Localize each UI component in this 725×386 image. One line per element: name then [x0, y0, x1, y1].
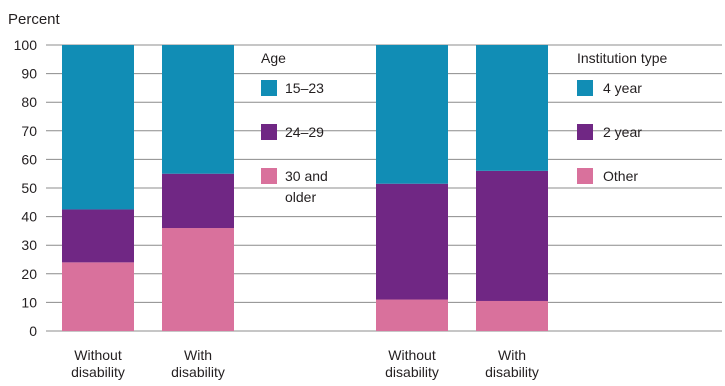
legends: Age 15–23 24–29 30 and older Institution type…: [261, 50, 667, 205]
category-label: With: [498, 347, 526, 363]
bar-segment-4-year: [476, 45, 548, 171]
bar-segment-30-and-older: [162, 228, 234, 331]
legend-label: 30 and: [285, 168, 328, 184]
y-tick-label: 90: [21, 66, 37, 82]
y-tick-label: 50: [21, 180, 37, 196]
category-label: disability: [171, 364, 225, 380]
y-tick-label: 0: [29, 323, 37, 339]
y-tick-label: 100: [14, 37, 38, 53]
legend-label: 15–23: [285, 80, 324, 96]
legend-swatch: [261, 80, 277, 96]
bar-segment-other: [376, 299, 448, 331]
y-tick-label: 70: [21, 123, 37, 139]
bar-segment-15-23: [162, 45, 234, 174]
y-axis-tick-labels: 0 10 20 30 40 50 60 70 80 90 100: [14, 37, 38, 339]
y-tick-label: 60: [21, 151, 37, 167]
legend-title: Institution type: [577, 50, 667, 66]
bar-segment-24-29: [162, 173, 234, 229]
legend-label: 24–29: [285, 124, 324, 140]
category-label: Without: [74, 347, 122, 363]
legend-swatch: [261, 168, 277, 184]
category-label: disability: [71, 364, 125, 380]
legend-label: 2 year: [603, 124, 642, 140]
bar-segment-2-year: [376, 183, 448, 300]
bar-segment-4-year: [376, 45, 448, 184]
legend-label: Other: [603, 168, 638, 184]
bar-segment-other: [476, 300, 548, 331]
y-tick-label: 40: [21, 209, 37, 225]
bar-segment-15-23: [62, 45, 134, 210]
y-tick-label: 30: [21, 237, 37, 253]
bar-segment-24-29: [62, 209, 134, 263]
category-labels: WithoutdisabilityWithdisabilityWithoutdi…: [71, 347, 539, 380]
legend-swatch: [577, 124, 593, 140]
legend-swatch: [577, 168, 593, 184]
legend-label: 4 year: [603, 80, 642, 96]
y-tick-label: 20: [21, 266, 37, 282]
legend-swatch: [577, 80, 593, 96]
y-axis-title: Percent: [8, 11, 61, 28]
bar-segment-2-year: [476, 170, 548, 301]
y-tick-label: 80: [21, 94, 37, 110]
category-label: With: [184, 347, 212, 363]
legend-label: older: [285, 189, 316, 205]
category-label: disability: [385, 364, 439, 380]
category-label: disability: [485, 364, 539, 380]
bars: [62, 45, 548, 331]
legend-swatch: [261, 124, 277, 140]
bar-segment-30-and-older: [62, 262, 134, 331]
category-label: Without: [388, 347, 436, 363]
legend-title: Age: [261, 50, 286, 66]
y-tick-label: 10: [21, 294, 37, 310]
